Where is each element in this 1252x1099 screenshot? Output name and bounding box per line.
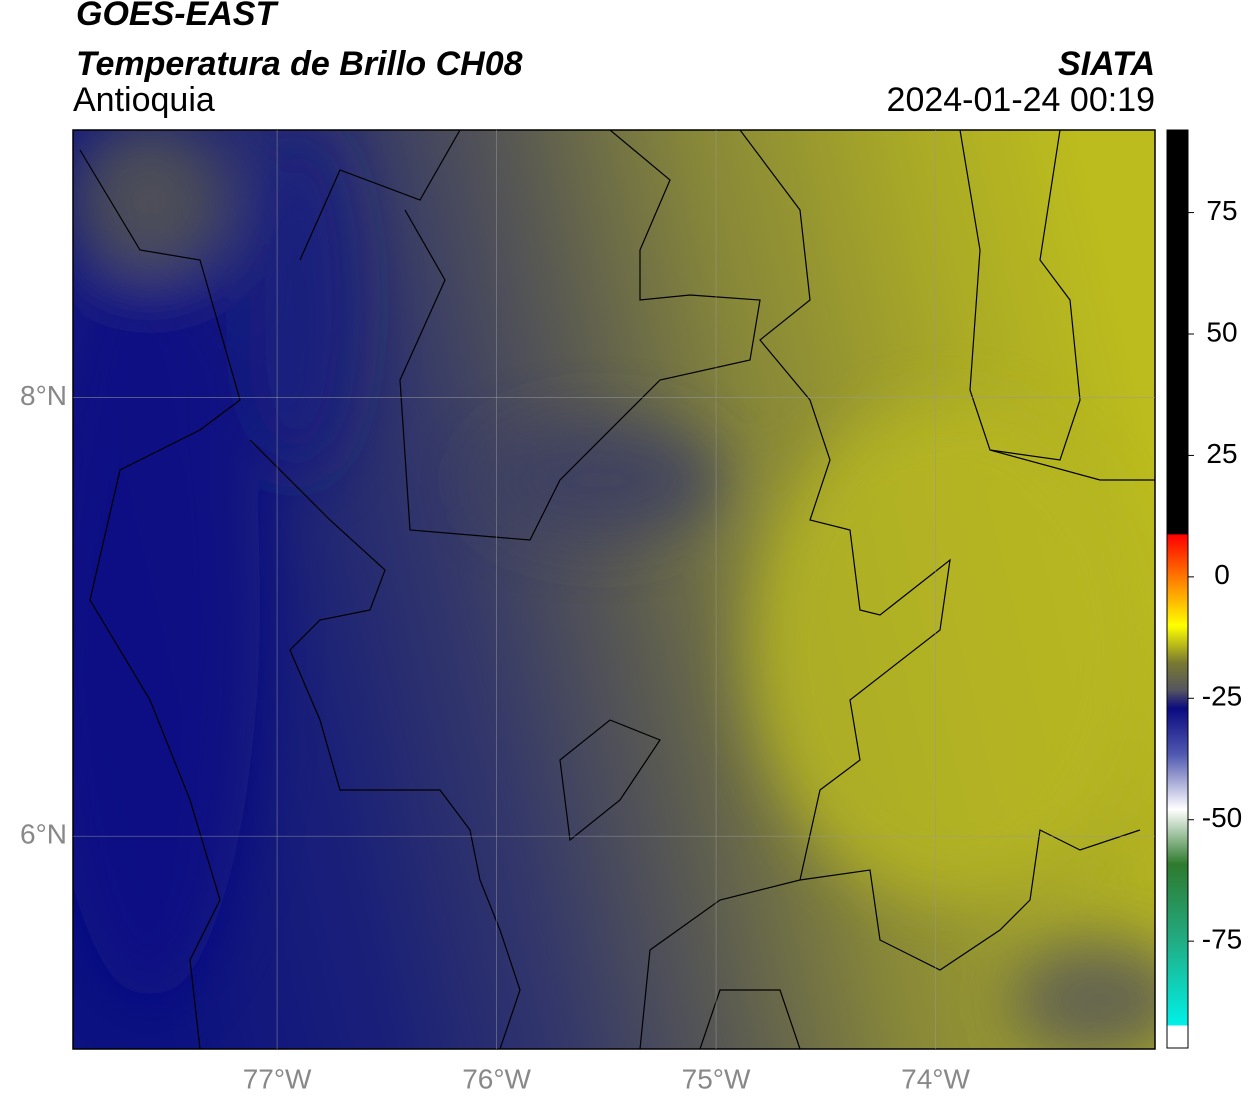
y-tick-label: 6°N: [20, 819, 67, 850]
y-tick-label: 8°N: [20, 380, 67, 411]
product: Temperatura de Brillo CH08: [76, 45, 523, 83]
colorbar: [1166, 129, 1189, 1049]
x-tick-label: 74°W: [901, 1063, 970, 1094]
source: SIATA: [1058, 45, 1155, 83]
colorbar-tick-label: -75: [1202, 924, 1242, 955]
map-image: [73, 130, 1155, 1049]
colorbar-tick-label: 0: [1214, 559, 1230, 590]
colorbar-tick-label: 25: [1206, 438, 1237, 469]
map-frame: [72, 129, 1156, 1050]
satellite: GOES-EAST: [76, 0, 279, 33]
datetime: 2024-01-24 00:19: [887, 81, 1155, 119]
colorbar-tick-label: 50: [1206, 316, 1237, 347]
x-tick-label: 76°W: [462, 1063, 531, 1094]
colorbar-tick-label: -25: [1202, 681, 1242, 712]
x-tick-label: 77°W: [243, 1063, 312, 1094]
colorbar-tick-label: -50: [1202, 802, 1242, 833]
colorbar-tick-label: 75: [1206, 195, 1237, 226]
region: Antioquia: [73, 81, 215, 119]
x-tick-label: 75°W: [682, 1063, 751, 1094]
